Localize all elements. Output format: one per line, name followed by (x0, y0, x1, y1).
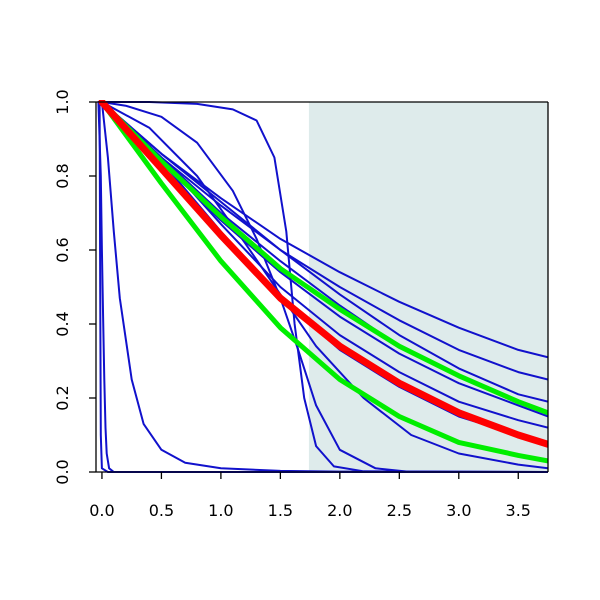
series-line-8 (100, 101, 548, 470)
series-line-15 (99, 100, 548, 464)
series-layer (97, 100, 548, 473)
shaded-region (308, 102, 548, 472)
x-tick-label: 3.5 (506, 501, 531, 520)
y-tick-label: 0.0 (53, 459, 72, 484)
y-tick-label: 0.2 (53, 385, 72, 410)
x-tick-label: 0.5 (149, 501, 174, 520)
x-tick-label: 2.0 (327, 501, 352, 520)
series-line-16 (98, 100, 548, 448)
y-tick-label: 0.8 (53, 163, 72, 188)
series-line-10 (100, 101, 548, 473)
series-line-12 (97, 101, 548, 473)
x-tick-label: 0.0 (89, 501, 114, 520)
y-tick-label: 0.6 (53, 237, 72, 262)
y-axis: 0.0 0.2 0.4 0.6 0.8 1.0 (53, 89, 96, 485)
series-line-14 (99, 100, 548, 416)
x-tick-label: 1.5 (268, 501, 293, 520)
series-line-3 (100, 101, 548, 403)
plot-area (95, 100, 549, 473)
series-line-2 (100, 101, 548, 381)
y-tick-label: 1.0 (53, 89, 72, 114)
x-axis: 0.0 0.5 1.0 1.5 2.0 2.5 3.0 3.5 (89, 471, 548, 520)
x-tick-label: 1.0 (208, 501, 233, 520)
x-tick-label: 3.0 (446, 501, 471, 520)
y-tick-label: 0.4 (53, 311, 72, 336)
x-tick-label: 2.5 (387, 501, 412, 520)
